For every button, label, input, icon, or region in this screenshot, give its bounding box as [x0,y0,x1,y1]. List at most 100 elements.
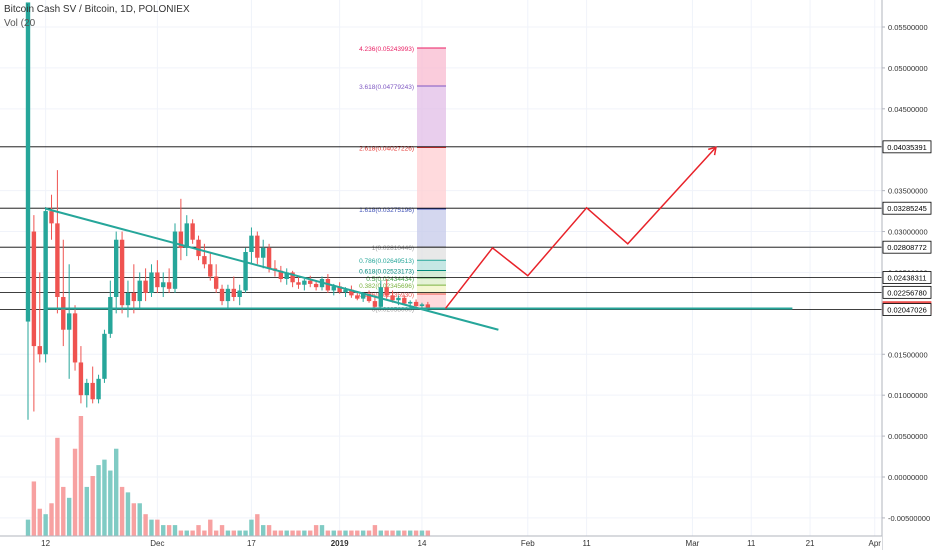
fib-level-label: 2.618(0.04027226) [359,145,414,152]
price-axis-tick-label: 0.05500000 [888,23,928,32]
volume-bar [90,476,95,536]
candle-body [43,211,48,355]
fib-level-label: 0.786(0.02649513) [359,258,414,265]
volume-bar [72,448,78,536]
candle-body [413,301,419,306]
candle-body [37,346,42,355]
candle-body [231,288,236,297]
fib-zone [417,294,446,309]
volume-bar [413,530,419,536]
volume-indicator-label: Vol (20 [4,18,36,29]
volume-bar [408,530,413,536]
volume-bar [278,530,284,536]
candle-body [425,304,431,308]
trendline[interactable] [45,207,499,331]
candle-body [31,231,37,347]
volume-bar [219,525,225,536]
candle-body [184,223,189,248]
price-line-badge [882,285,932,299]
fib-level-label: 4.236(0.05243993) [359,46,414,53]
price-line-badge [882,201,932,215]
fib-zone [417,270,446,278]
volume-bar [161,525,166,536]
fib-zone [417,85,446,148]
fibonacci-extension: 4.236(0.05243993) 3.618(0.04779243) 2.618(… [359,46,446,314]
volume-bar [25,519,31,536]
candle-body [313,283,319,288]
volume-bar [325,530,331,536]
candle-body [213,276,219,289]
candle-body [25,2,31,322]
price-axis-tick-label: 0.00500000 [888,432,928,441]
volume-bar [37,508,42,536]
candle-body [308,280,313,284]
candle-body [172,231,178,289]
time-axis-tick-label: 11 [582,539,591,548]
volume-bar [237,530,242,536]
projection-polyline[interactable] [444,146,717,309]
fib-level-label: 0.5(0.02434434) [366,276,414,283]
price-badge-label: 0.02256780 [887,288,927,297]
volume-bar [302,530,307,536]
price-badge-label: 0.02438311 [887,274,926,283]
candle-body [278,270,284,279]
volume-bar [225,530,231,536]
volume-bar [66,497,72,536]
volume-bar [331,530,336,536]
candle-body [66,313,72,330]
price-axis-tick-label: 0.01000000 [888,391,928,400]
volume-bar [296,530,301,536]
volume-bar [61,486,66,536]
volume-bar [55,437,60,536]
volume-bar [308,530,313,536]
time-axis: 12Dec17201914Feb11Mar1121Apr15May [0,535,882,550]
candle-body [225,288,231,302]
volume-bar [366,530,372,536]
volume-bar [96,465,101,536]
volume-bar [249,519,254,536]
fib-level-label: 1(0.02810446) [372,245,414,252]
fib-zone [417,277,446,286]
volume-bar [390,530,395,536]
candle-body [366,293,372,302]
volume-bar [196,525,201,536]
volume-bar [319,525,325,536]
volume-bar [337,530,342,536]
candle-body [196,239,201,257]
volume-bar [349,530,354,536]
volume-bar [213,530,219,536]
time-axis-tick-label: Feb [521,539,535,548]
volume-bar [378,530,383,536]
fib-level-label: 0.618(0.02523173) [359,269,414,276]
candle-body [61,297,66,330]
candle-body [102,333,107,379]
candle-body [243,252,248,291]
volume-bar [208,519,213,536]
candle-body [208,264,213,277]
volume-bar [125,492,131,536]
price-line-badge [882,271,932,284]
price-badge-label: 0.04035391 [887,143,927,152]
fib-zone [417,147,446,210]
volume-bars [25,416,431,536]
time-axis-tick-label: 14 [418,539,427,548]
candle-body [125,292,131,306]
time-axis-background [0,536,882,550]
time-axis-tick-label: 21 [806,539,815,548]
volume-bar [43,514,48,536]
volume-bar [149,519,154,536]
candle-body [343,289,348,293]
price-axis: 0.05500000 0.05000000 0.04500000 0.03500000… [881,0,932,550]
volume-bar [419,530,425,536]
candle-body [155,272,160,288]
candle-body [78,362,84,396]
volume-bar [184,530,189,536]
volume-bar [360,530,366,536]
candle-body [131,292,137,302]
candle-body [161,282,166,288]
volume-bar [355,530,360,536]
price-axis-tick-label: 0.05000000 [888,64,928,73]
time-axis-tick-label: Mar [686,539,700,548]
